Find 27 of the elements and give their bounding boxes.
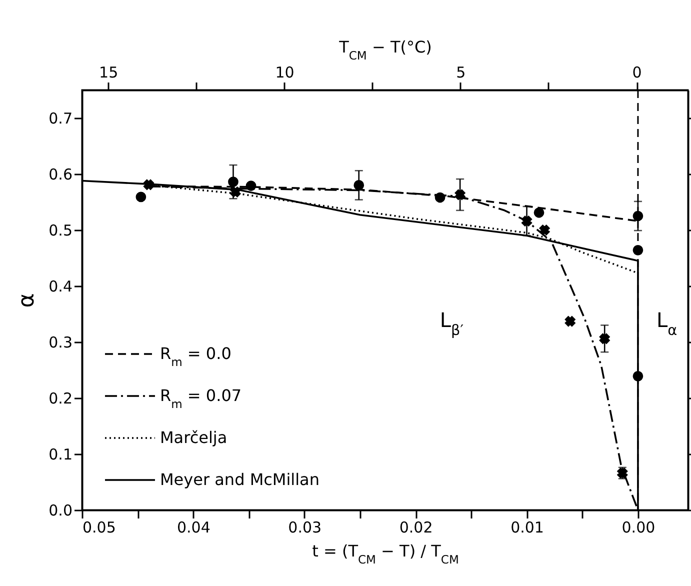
x-tick-label: 0.01 xyxy=(510,518,544,536)
x-tick-label: 0.05 xyxy=(82,518,116,536)
x2-tick-label: 0 xyxy=(632,64,642,82)
y-tick-label: 0.4 xyxy=(48,278,72,296)
x-tick-label: 0.03 xyxy=(288,518,322,536)
x-tick-label: 0.00 xyxy=(622,518,656,536)
legend-label: Meyer and McMillan xyxy=(160,470,320,489)
x-tick-label: 0.02 xyxy=(399,518,433,536)
x2-tick-label: 10 xyxy=(275,64,294,82)
legend-label: Marčelja xyxy=(160,428,228,447)
x2-axis-title: T$_{CM}$ − T(°C) xyxy=(338,38,432,62)
annotation: L$_{α}$ xyxy=(656,308,678,339)
legend-label: R$_{m}$ = 0.0 xyxy=(160,344,232,369)
x2-tick-label: 5 xyxy=(456,64,466,82)
y-tick-label: 0.1 xyxy=(48,446,72,464)
x2-tick-label: 15 xyxy=(99,64,118,82)
legend-label: R$_{m}$ = 0.07 xyxy=(160,386,242,411)
x-axis-title: t = (T$_{CM}$ − T) / T$_{CM}$ xyxy=(312,542,459,566)
y-tick-label: 0.7 xyxy=(48,110,72,128)
y-tick-label: 0.2 xyxy=(48,390,72,408)
annotation: L$_{β′}$ xyxy=(440,308,464,339)
y-tick-label: 0.3 xyxy=(48,334,72,352)
y-tick-label: 0.0 xyxy=(48,502,72,520)
y-axis-title: α xyxy=(14,293,40,308)
y-tick-label: 0.6 xyxy=(48,166,72,184)
y-tick-label: 0.5 xyxy=(48,222,72,240)
x-tick-label: 0.04 xyxy=(176,518,210,536)
